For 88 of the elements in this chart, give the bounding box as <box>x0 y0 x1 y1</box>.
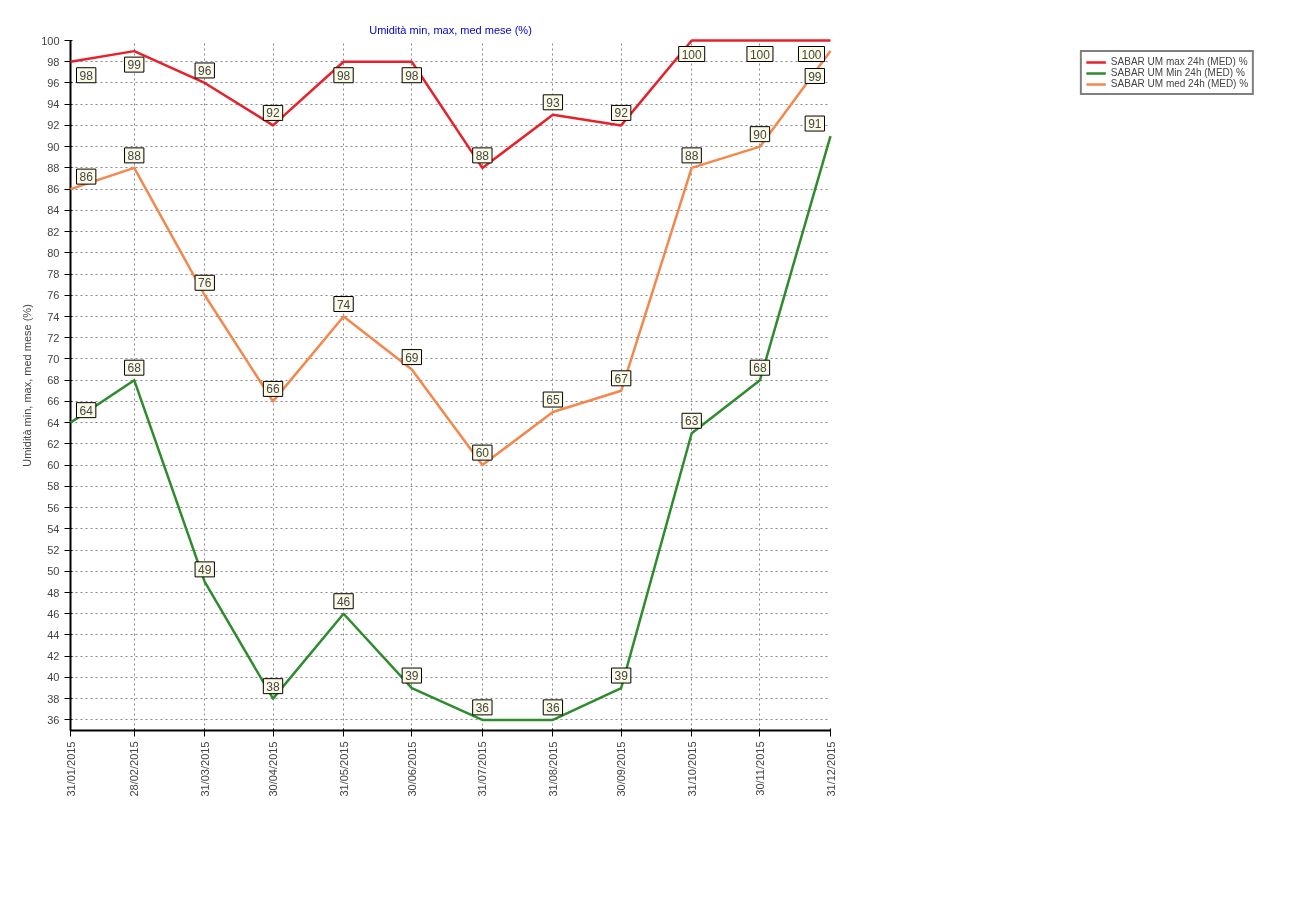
legend-label: SABAR UM Min 24h (MED) % <box>1110 67 1245 78</box>
data-label: 68 <box>753 361 767 376</box>
x-tick-label: 31/12/2015 <box>824 741 837 797</box>
data-label: 86 <box>79 170 94 185</box>
y-axis-title: Umidità min, max, med mese (%) <box>21 304 34 467</box>
chart-title: Umidità min, max, med mese (%) <box>369 23 532 36</box>
y-tick-label: 88 <box>47 161 60 174</box>
x-tick-label: 30/09/2015 <box>615 741 628 797</box>
data-label: 74 <box>336 297 351 312</box>
data-label: 76 <box>198 276 212 291</box>
line-series <box>69 39 832 170</box>
y-tick-label: 96 <box>47 76 60 89</box>
y-tick-label: 78 <box>47 268 60 281</box>
y-tick-label: 92 <box>47 119 60 132</box>
data-label: 67 <box>614 371 629 386</box>
data-label: 96 <box>198 63 212 78</box>
y-tick-label: 56 <box>47 501 60 514</box>
y-tick-label: 74 <box>47 310 60 323</box>
data-label: 98 <box>336 68 351 83</box>
line-series <box>69 49 832 467</box>
y-tick-label: 70 <box>47 352 60 365</box>
data-label: 88 <box>475 148 490 163</box>
y-tick-label: 52 <box>47 544 60 557</box>
legend-label: SABAR UM med 24h (MED) % <box>1110 78 1249 89</box>
data-label: 36 <box>475 700 490 715</box>
x-tick-label: 31/07/2015 <box>476 741 489 797</box>
data-label: 60 <box>475 446 490 461</box>
legend-label: SABAR UM max 24h (MED) % <box>1110 56 1248 67</box>
data-label: 88 <box>685 148 699 163</box>
data-label: 98 <box>79 68 94 83</box>
x-tick-label: 30/06/2015 <box>405 741 418 797</box>
x-tick-label: 30/04/2015 <box>267 741 280 797</box>
data-label: 65 <box>546 393 560 408</box>
data-label: 63 <box>685 414 699 429</box>
y-tick-label: 42 <box>47 650 60 663</box>
data-label: 99 <box>127 58 142 73</box>
data-label: 100 <box>681 47 703 62</box>
data-label: 92 <box>266 106 281 121</box>
y-tick-label: 58 <box>47 480 60 493</box>
x-tick-label: 31/01/2015 <box>64 741 77 797</box>
data-label: 64 <box>79 403 94 418</box>
y-tick-label: 60 <box>47 459 60 472</box>
data-label: 39 <box>614 669 629 684</box>
x-tick-label: 28/02/2015 <box>128 741 141 797</box>
x-tick-label: 31/05/2015 <box>337 741 350 797</box>
y-tick-label: 82 <box>47 225 60 238</box>
data-label: 90 <box>753 127 767 142</box>
x-tick-label: 31/08/2015 <box>546 741 559 797</box>
data-label: 92 <box>614 106 629 121</box>
y-tick-label: 68 <box>47 374 60 387</box>
data-label: 98 <box>405 68 419 83</box>
data-label: 93 <box>546 95 560 110</box>
x-tick-label: 30/11/2015 <box>753 741 766 796</box>
data-label: 99 <box>808 69 822 84</box>
data-label: 69 <box>405 350 419 365</box>
y-tick-label: 36 <box>47 713 60 726</box>
y-tick-label: 44 <box>47 628 60 641</box>
x-tick-label: 31/10/2015 <box>685 741 698 797</box>
data-label: 91 <box>808 117 822 132</box>
y-tick-label: 84 <box>47 204 60 217</box>
y-tick-label: 40 <box>47 671 60 684</box>
y-tick-label: 64 <box>47 416 60 429</box>
y-tick-label: 90 <box>47 140 60 153</box>
y-tick-label: 66 <box>47 395 60 408</box>
data-label: 66 <box>266 382 281 397</box>
y-tick-label: 38 <box>47 692 60 705</box>
y-tick-label: 46 <box>47 607 60 620</box>
data-label: 88 <box>127 148 142 163</box>
y-tick-label: 72 <box>47 331 60 344</box>
y-tick-label: 48 <box>47 586 60 599</box>
y-tick-label: 100 <box>41 34 60 47</box>
y-tick-label: 50 <box>47 565 60 578</box>
y-tick-label: 80 <box>47 246 60 259</box>
y-tick-label: 76 <box>47 289 60 302</box>
data-label: 100 <box>801 47 822 62</box>
y-tick-label: 62 <box>47 437 60 450</box>
data-label: 39 <box>405 669 419 684</box>
data-label: 49 <box>198 562 212 577</box>
data-label: 38 <box>266 679 281 694</box>
y-tick-label: 54 <box>47 522 60 535</box>
y-tick-label: 98 <box>47 55 60 68</box>
data-label: 46 <box>336 594 351 609</box>
y-tick-label: 94 <box>47 98 60 111</box>
x-tick-label: 31/03/2015 <box>198 741 211 797</box>
data-label: 36 <box>546 700 560 715</box>
data-label: 100 <box>749 47 771 62</box>
y-tick-label: 86 <box>47 183 60 196</box>
data-label: 68 <box>127 361 142 376</box>
